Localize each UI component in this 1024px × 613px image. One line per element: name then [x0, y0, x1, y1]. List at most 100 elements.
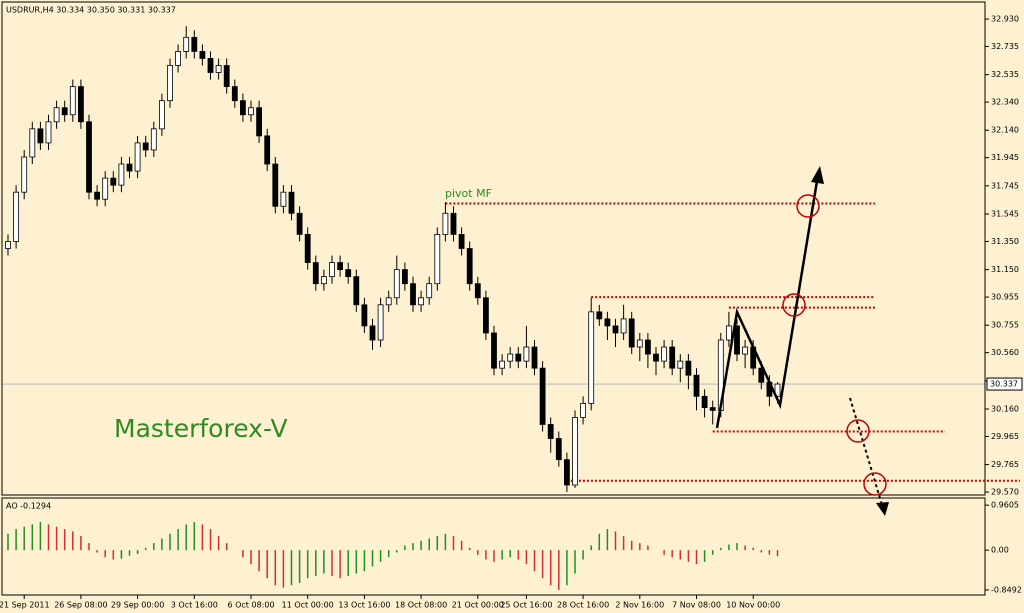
- candle-body: [296, 212, 303, 235]
- candle-body: [677, 360, 684, 369]
- candle-body: [215, 65, 222, 73]
- candle-body: [774, 383, 781, 397]
- candle-body: [612, 325, 619, 334]
- candle-body: [248, 107, 254, 116]
- y-tick-label: 30.160: [991, 404, 1019, 413]
- zigzag: [715, 174, 820, 429]
- y-tick-label: 32.340: [991, 98, 1019, 107]
- candle-body: [45, 121, 52, 144]
- main-pane: [1, 1, 986, 496]
- candle-body: [709, 407, 716, 411]
- candle-body: [661, 346, 667, 362]
- candle-body: [118, 163, 125, 186]
- candle-body: [29, 128, 36, 158]
- candle-body: [207, 58, 214, 73]
- x-tick-label: 10 Nov 00:00: [726, 601, 780, 610]
- y-tick-label: 31.150: [991, 265, 1019, 274]
- candle-body: [523, 346, 530, 362]
- candle-body: [555, 438, 562, 461]
- candle-body: [5, 241, 11, 249]
- candle-body: [272, 163, 279, 207]
- x-tick-label: 3 Oct 16:00: [171, 601, 218, 610]
- candle-body: [86, 121, 92, 193]
- y-tick-label: 30.560: [991, 348, 1019, 357]
- candle-body: [401, 269, 408, 285]
- candle-body: [175, 51, 182, 66]
- indicator-title: AO -0.1294: [6, 502, 51, 511]
- candle-body: [61, 107, 68, 116]
- candle-body: [653, 353, 659, 362]
- circle: [863, 472, 887, 496]
- candle-body: [312, 262, 319, 285]
- dotted-arrow: [849, 397, 883, 506]
- y-tick-label: 29.965: [991, 432, 1019, 441]
- candle-body: [393, 269, 400, 299]
- candle-body: [418, 297, 425, 306]
- candle-body: [183, 36, 190, 52]
- price-label: 30.337: [990, 380, 1018, 389]
- candle-body: [450, 212, 457, 235]
- candle-body: [531, 346, 538, 369]
- candle-body: [377, 304, 384, 341]
- candle-body: [288, 191, 295, 214]
- candle-body: [78, 86, 84, 123]
- candle-body: [410, 283, 416, 306]
- candle-body: [693, 374, 700, 397]
- candle-body: [539, 367, 546, 425]
- candle-body: [742, 346, 748, 355]
- candle-body: [337, 262, 344, 271]
- candle-body: [474, 283, 481, 299]
- candle-body: [636, 339, 643, 348]
- x-tick-label: 21 Oct 00:00: [452, 601, 504, 610]
- candle-body: [685, 360, 692, 376]
- candle-body: [588, 311, 595, 404]
- price-label-box: [986, 377, 1023, 391]
- arrow-head: [876, 502, 889, 516]
- candle-body: [564, 459, 570, 486]
- candle-body: [345, 269, 352, 278]
- candle-body: [21, 156, 28, 193]
- candle-body: [353, 276, 360, 306]
- candle-body: [515, 353, 522, 362]
- y-tick-label: 0.9605: [991, 501, 1019, 510]
- y-tick-label: 32.140: [991, 126, 1019, 135]
- y-tick-label: 31.945: [991, 153, 1019, 162]
- candle-body: [734, 325, 740, 355]
- candle-body: [596, 311, 603, 320]
- candle-body: [499, 360, 506, 369]
- x-tick-label: 26 Sep 08:00: [54, 601, 107, 610]
- x-tick-label: 2 Nov 16:00: [615, 601, 664, 610]
- y-tick-label: 32.535: [991, 70, 1019, 79]
- candle-body: [434, 234, 441, 285]
- x-tick-label: 21 Sep 2011: [0, 601, 50, 610]
- candle-body: [426, 283, 433, 299]
- y-tick-label: 30.955: [991, 293, 1019, 302]
- indicator-pane: [1, 497, 986, 596]
- y-tick-label: 32.735: [991, 42, 1019, 51]
- candle-body: [256, 107, 263, 137]
- candle-body: [458, 234, 465, 249]
- x-tick-label: 11 Oct 00:00: [282, 601, 334, 610]
- watermark: Masterforex-V: [114, 414, 288, 443]
- candle-body: [620, 318, 627, 334]
- candle-body: [191, 36, 198, 52]
- x-tick-label: 25 Oct 16:00: [500, 601, 552, 610]
- candle-body: [466, 248, 473, 285]
- candle-body: [726, 325, 732, 341]
- candle-body: [758, 367, 765, 383]
- candle-body: [13, 191, 20, 242]
- x-tick-label: 6 Oct 08:00: [227, 601, 274, 610]
- candle-body: [320, 276, 327, 285]
- candle-body: [507, 353, 514, 362]
- candle-body: [110, 177, 117, 186]
- candle-body: [304, 234, 311, 263]
- candle-body: [126, 163, 133, 172]
- y-tick-label: 29.570: [991, 488, 1019, 497]
- arrow-head: [811, 166, 824, 184]
- x-tick-label: 13 Oct 16:00: [338, 601, 390, 610]
- y-tick-label: 32.930: [991, 15, 1019, 24]
- candle-body: [158, 100, 165, 130]
- candle-body: [369, 325, 376, 341]
- drawings: [715, 166, 889, 516]
- y-tick-label: 31.545: [991, 210, 1019, 219]
